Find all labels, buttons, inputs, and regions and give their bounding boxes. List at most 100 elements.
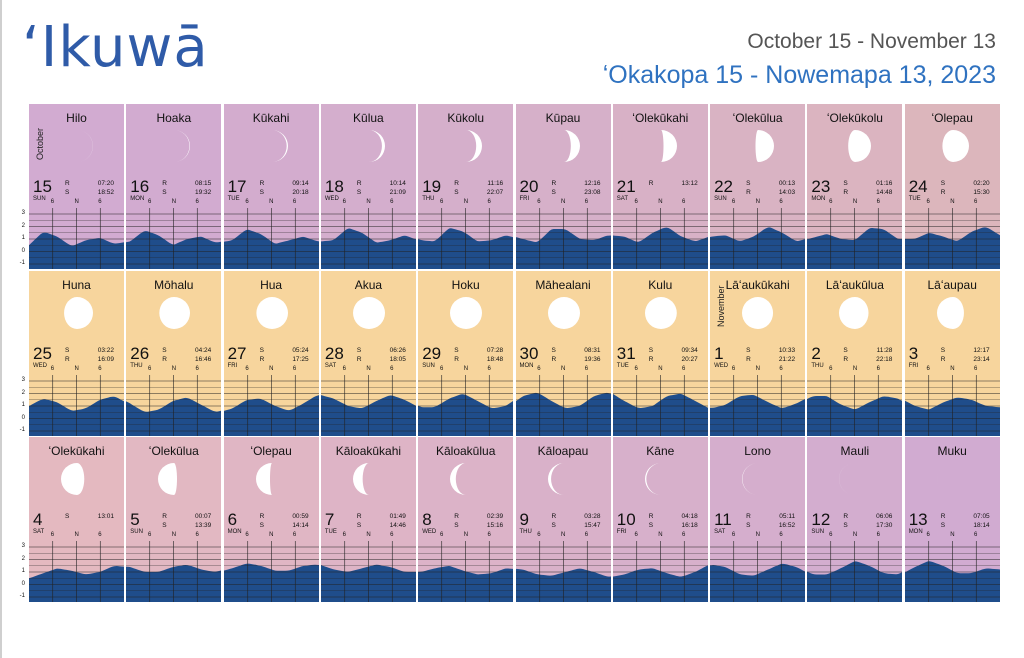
day-cell[interactable]: ʻOlekūkahi 21 SAT R 13:12 6 N 6 xyxy=(612,104,708,269)
day-cell[interactable]: Hilo October 15 SUN R S 07:20 18:52 6 N 6 xyxy=(29,104,124,269)
tide-chart xyxy=(904,208,1000,269)
moon-phase-name: Māhealani xyxy=(535,278,591,292)
day-number: 12 xyxy=(811,510,831,529)
day-cell[interactable]: Lāʻaupau 3 FRI S R 12:17 23:14 6 N 6 xyxy=(904,271,1000,436)
day-cell[interactable]: Kūkahi 17 TUE R S 09:14 20:18 6 N 6 xyxy=(223,104,319,269)
moon-time: 21:22 xyxy=(778,356,796,363)
tide-x-tick: 6 xyxy=(731,199,736,205)
tide-chart xyxy=(807,375,903,436)
tide-x-axis: 6 N 6 xyxy=(126,199,221,207)
tide-x-tick: 6 xyxy=(195,532,199,538)
rise-set-label: R xyxy=(162,180,167,187)
day-number: 4 xyxy=(33,510,43,529)
tide-y-axis: 3 2 1 0 -1 xyxy=(13,541,25,602)
tide-chart xyxy=(515,375,611,436)
day-cell[interactable]: Muku 13 MON R S 07:05 18:14 6 N 6 xyxy=(904,437,1000,602)
tide-chart xyxy=(418,208,514,269)
rise-set-times: 13:12 xyxy=(682,179,698,188)
day-cell[interactable]: Kāloapau 9 THU R S 03:28 15:47 6 N 6 xyxy=(515,437,611,602)
moon-phase-name: Kūkolu xyxy=(447,111,485,125)
day-cell[interactable]: Hoaka 16 MON R S 08:15 19:32 6 N 6 xyxy=(126,104,222,269)
day-cell[interactable]: Huna 25 WED S R 03:22 16:09 6 N 6 xyxy=(29,271,124,436)
tide-chart xyxy=(515,541,611,602)
moon-phase-name: Hilo xyxy=(66,111,87,125)
day-cell[interactable]: Hua 27 FRI S R 05:24 17:25 6 N 6 xyxy=(223,271,319,436)
moon-time: 17:30 xyxy=(876,522,893,529)
moon-time: 06:26 xyxy=(389,347,406,354)
moon-phase-icon xyxy=(466,130,483,162)
tide-chart xyxy=(612,375,708,436)
tide-x-axis: 6 N 6 xyxy=(126,532,221,540)
rise-set-times: 07:05 18:14 xyxy=(973,512,989,530)
tide-chart xyxy=(710,375,806,436)
day-cell[interactable]: Hoku 29 SUN S R 07:28 18:48 6 N 6 xyxy=(418,271,514,436)
rise-set-label: S xyxy=(940,522,946,529)
day-cell[interactable]: Māhealani 30 MON S R 08:31 19:36 6 N 6 xyxy=(515,271,611,436)
moon-time: 10:14 xyxy=(389,180,406,187)
day-cell[interactable]: Akua 28 SAT S R 06:26 18:05 6 N 6 xyxy=(320,271,416,436)
moon-phase-icon xyxy=(644,297,677,329)
day-cell[interactable]: Kūkolu 19 THU R S 11:16 22:07 6 N 6 xyxy=(418,104,514,269)
tide-x-tick: N xyxy=(269,199,274,205)
rise-set-label: S xyxy=(648,522,654,529)
day-cell[interactable]: Kūlua 18 WED R S 10:14 21:09 6 N 6 xyxy=(320,104,416,269)
moon-phase-icon xyxy=(77,130,93,162)
day-number: 23 xyxy=(811,177,831,196)
day-cell[interactable]: Kūpau 20 FRI R S 12:16 23:08 6 N 6 xyxy=(515,104,611,269)
rise-set-label: R xyxy=(940,356,946,363)
tide-x-tick: 6 xyxy=(342,366,346,372)
moon-lit-area xyxy=(158,463,178,495)
day-cell[interactable]: ʻOlepau 24 TUE S R 02:20 15:30 6 N 6 xyxy=(904,104,1000,269)
day-number: 24 xyxy=(908,177,928,196)
day-number: 20 xyxy=(519,177,539,196)
day-cell[interactable]: ʻOlekūkahi 4 SAT S 13:01 6 N 6 xyxy=(29,437,124,602)
moon-time: 11:16 xyxy=(487,180,504,187)
tide-x-tick: N xyxy=(852,532,858,538)
tide-x-tick: 6 xyxy=(245,366,249,372)
moon-phase-icon xyxy=(563,130,580,162)
rise-set-times: 08:15 19:32 xyxy=(195,179,211,197)
rise-set-label: S xyxy=(551,347,556,354)
day-cell[interactable]: Kulu 31 TUE S R 09:34 20:27 6 N 6 xyxy=(612,271,708,436)
moon-lit-area xyxy=(660,130,677,162)
day-cell[interactable]: Lāʻaukūlua 2 THU S R 11:28 22:18 6 N 6 xyxy=(807,271,903,436)
day-cell[interactable]: Kāloakūlua 8 WED R S 02:39 15:16 6 N 6 xyxy=(418,437,514,602)
day-cell[interactable]: ʻOlekūlua 22 SUN S R 00:13 14:03 6 N 6 xyxy=(710,104,806,269)
tide-x-tick: 6 xyxy=(926,366,930,372)
tide-x-tick: 6 xyxy=(537,199,541,205)
moon-phase-name: Huna xyxy=(62,278,91,292)
day-cell[interactable]: Mauli 12 SUN R S 06:06 17:30 6 N 6 xyxy=(807,437,903,602)
moon-phase-icon xyxy=(742,463,759,495)
day-cell[interactable]: Kāloakūkahi 7 TUE R S 01:49 14:46 6 N 6 xyxy=(320,437,416,602)
rise-set-label: R xyxy=(162,356,167,363)
tide-x-tick: 6 xyxy=(634,366,638,372)
tide-y-tick: -1 xyxy=(19,260,25,266)
moon-time: 12:16 xyxy=(584,180,601,187)
day-cell[interactable]: ʻOlepau 6 MON R S 00:59 14:14 6 N 6 xyxy=(223,437,319,602)
tide-x-tick: 6 xyxy=(926,532,930,538)
day-cell[interactable]: ʻOlekūlua 5 SUN R S 00:07 13:39 6 N 6 xyxy=(126,437,222,602)
tide-x-tick: 6 xyxy=(876,199,880,205)
day-cell[interactable]: Lāʻaukūkahi November 1 WED S R 10:33 21:22 6 N 6 xyxy=(710,271,806,436)
moon-time: 06:06 xyxy=(876,513,893,520)
tide-x-axis: 6 N 6 xyxy=(516,366,611,374)
day-cell[interactable]: ʻOlekūkolu 23 MON S R 01:16 14:48 6 N 6 xyxy=(807,104,903,269)
moon-lit-area xyxy=(450,463,467,495)
moon-time: 12:17 xyxy=(973,347,990,354)
weekday-label: WED xyxy=(422,529,437,535)
day-cell[interactable]: Mōhalu 26 THU S R 04:24 16:46 6 N 6 xyxy=(126,271,222,436)
tide-x-tick: 6 xyxy=(682,532,686,538)
day-number: 28 xyxy=(324,344,344,363)
weekday-label: SUN xyxy=(422,363,435,369)
moon-phase-name: Hoku xyxy=(451,278,480,292)
tide-x-tick: N xyxy=(171,199,177,205)
rise-set-label: R xyxy=(551,513,557,520)
day-cell[interactable]: Lono 11 SAT R S 05:11 16:52 6 N 6 xyxy=(710,437,806,602)
moon-time: 16:46 xyxy=(195,356,212,363)
day-cell[interactable]: Kāne 10 FRI R S 04:18 16:18 6 N 6 xyxy=(612,437,708,602)
moon-time: 16:09 xyxy=(97,356,114,363)
